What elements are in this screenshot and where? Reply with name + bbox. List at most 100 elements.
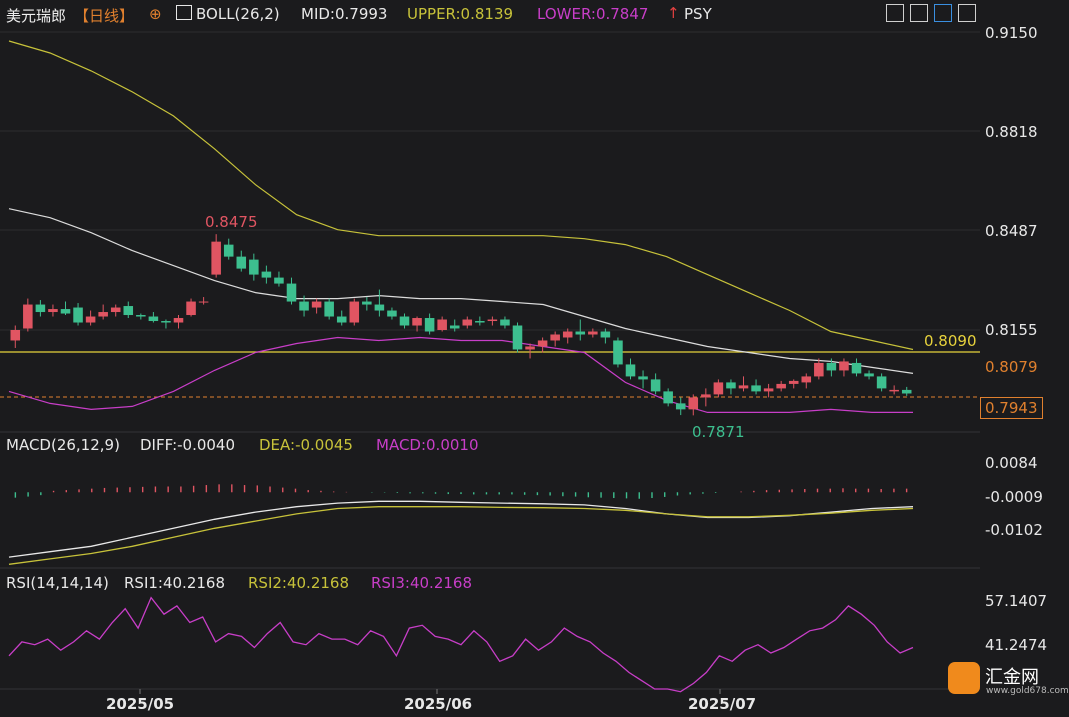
candle-body bbox=[35, 304, 46, 313]
add-icon[interactable]: ⊕ bbox=[149, 5, 162, 23]
candle-body bbox=[362, 301, 372, 305]
boll-lower-line bbox=[8, 336, 913, 413]
candle-body bbox=[575, 331, 586, 335]
candle-body bbox=[148, 316, 159, 322]
macd-tick: -0.0102 bbox=[985, 521, 1043, 539]
candle-body bbox=[650, 379, 661, 392]
candle-body bbox=[512, 325, 523, 350]
bollinger-bands bbox=[8, 40, 914, 413]
candle-body bbox=[726, 382, 736, 389]
candle-body bbox=[537, 340, 548, 347]
level-label: 0.8090 bbox=[924, 332, 977, 350]
rsi3-value: RSI3:40.2168 bbox=[371, 574, 472, 592]
macd-dif-line bbox=[8, 500, 914, 558]
candle-body bbox=[701, 394, 711, 398]
price-tick: 0.8487 bbox=[985, 222, 1038, 240]
rsi-name[interactable]: RSI(14,14,14) bbox=[6, 574, 109, 592]
psy-label[interactable]: PSY bbox=[684, 5, 712, 23]
candle-body bbox=[638, 376, 648, 380]
grid-icon[interactable] bbox=[886, 4, 904, 22]
brand-name: 汇金网 bbox=[985, 667, 1039, 688]
grid bbox=[0, 31, 980, 690]
candle-body bbox=[110, 307, 121, 313]
candle-body bbox=[98, 312, 108, 317]
candle-body bbox=[675, 403, 686, 410]
candle-body bbox=[387, 310, 397, 317]
candle-body bbox=[901, 389, 912, 394]
macd-name[interactable]: MACD(26,12,9) bbox=[6, 436, 120, 454]
candle-body bbox=[10, 330, 21, 341]
rsi-tick: 41.2474 bbox=[985, 636, 1048, 654]
boll-mid-line bbox=[8, 208, 914, 374]
candle-body bbox=[613, 340, 623, 365]
up-arrow-icon[interactable]: ↑ bbox=[667, 4, 680, 22]
candle-body bbox=[336, 316, 347, 323]
candle-body bbox=[688, 397, 699, 410]
price-tick: 0.8155 bbox=[985, 321, 1038, 339]
grid-icon[interactable] bbox=[910, 4, 928, 22]
rsi-pane bbox=[8, 596, 914, 693]
candle-body bbox=[525, 346, 535, 350]
candle-body bbox=[249, 259, 259, 275]
high-annotation: 0.8475 bbox=[205, 213, 258, 231]
candle-body bbox=[236, 256, 247, 269]
candle-body bbox=[211, 241, 221, 275]
boll-lower: LOWER:0.7847 bbox=[537, 5, 649, 23]
candle-body bbox=[600, 331, 611, 338]
period-label[interactable]: 【日线】 bbox=[74, 7, 135, 25]
expand-icon[interactable] bbox=[958, 4, 976, 22]
candle-body bbox=[449, 325, 460, 329]
candle-body bbox=[85, 316, 96, 323]
candle-body bbox=[261, 271, 272, 278]
macd-dea-line bbox=[8, 506, 914, 565]
macd-dea: DEA:-0.0045 bbox=[259, 436, 353, 454]
candle-body bbox=[186, 301, 196, 316]
candle-body bbox=[23, 304, 33, 329]
low-annotation: 0.7871 bbox=[692, 423, 745, 441]
candle-body bbox=[864, 373, 874, 377]
candle-body bbox=[324, 301, 334, 317]
rsi2-value: RSI2:40.2168 bbox=[248, 574, 349, 592]
candle-body bbox=[123, 306, 134, 316]
candle-body bbox=[663, 391, 673, 404]
candle-body bbox=[763, 388, 774, 392]
candle-body bbox=[839, 361, 849, 371]
candle-body bbox=[788, 380, 799, 384]
candle-body bbox=[625, 364, 636, 377]
candle-body bbox=[399, 316, 410, 326]
candle-body bbox=[274, 277, 284, 284]
candle-body bbox=[374, 304, 385, 311]
candle-body bbox=[826, 362, 837, 371]
price-tick: 0.9150 bbox=[985, 24, 1038, 42]
candle-body bbox=[801, 376, 812, 383]
candle-body bbox=[713, 382, 724, 395]
candles bbox=[10, 234, 912, 416]
candle-body bbox=[814, 362, 824, 377]
chart-icon[interactable] bbox=[934, 4, 952, 22]
candle-body bbox=[60, 309, 71, 314]
candle-body bbox=[73, 307, 83, 323]
boll-icon[interactable] bbox=[176, 5, 192, 20]
x-tick: 2025/07 bbox=[688, 695, 757, 713]
rsi-line bbox=[8, 596, 914, 693]
candle-body bbox=[475, 321, 485, 323]
rsi-tick: 57.1407 bbox=[985, 592, 1048, 610]
candle-body bbox=[738, 385, 749, 389]
candle-body bbox=[776, 383, 786, 389]
macd-tick: -0.0009 bbox=[985, 488, 1043, 506]
macd-diff: DIFF:-0.0040 bbox=[140, 436, 236, 454]
candle-body bbox=[851, 362, 862, 374]
candle-body bbox=[562, 331, 573, 338]
candle-body bbox=[173, 318, 184, 323]
level-2-label: 0.8079 bbox=[985, 358, 1038, 376]
macd-tick: 0.0084 bbox=[985, 454, 1038, 472]
candle-body bbox=[876, 376, 887, 389]
candle-body bbox=[437, 319, 447, 330]
macd-value: MACD:0.0010 bbox=[376, 436, 479, 454]
x-tick: 2025/06 bbox=[404, 695, 473, 713]
candle-body bbox=[48, 309, 58, 313]
boll-mid: MID:0.7993 bbox=[301, 5, 388, 23]
candle-body bbox=[198, 301, 209, 303]
symbol-title[interactable]: 美元瑞郎 bbox=[6, 7, 67, 25]
candle-body bbox=[751, 385, 761, 392]
